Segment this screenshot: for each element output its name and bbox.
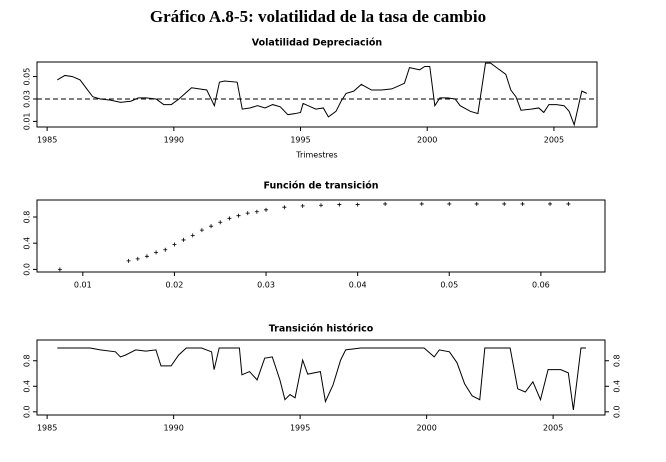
x-tick-label: 1995: [290, 424, 310, 433]
data-point: [282, 205, 287, 210]
panel-title: Volatilidad Depreciación: [252, 38, 383, 49]
y-tick-label-right: 0.4: [613, 380, 622, 393]
x-tick-label: 2005: [543, 424, 563, 433]
data-point: [172, 242, 177, 247]
panel-title: Función de transición: [263, 181, 378, 192]
y-tick-label: 0.05: [23, 68, 32, 86]
y-tick-label: 0.4: [23, 237, 32, 250]
x-tick-label: 2000: [417, 136, 437, 145]
data-point: [135, 256, 140, 261]
data-point: [520, 201, 525, 206]
data-point: [502, 201, 507, 206]
y-tick-label: 0.8: [23, 211, 32, 224]
data-point: [236, 213, 241, 218]
x-tick-label: 0.06: [532, 281, 550, 290]
data-point: [264, 207, 269, 212]
y-tick-label: 0.01: [23, 112, 32, 130]
plot-frame: [36, 199, 606, 273]
data-point: [419, 201, 424, 206]
data-point: [474, 201, 479, 206]
x-tick-label: 1990: [163, 424, 183, 433]
data-point: [447, 201, 452, 206]
plot-frame: [36, 339, 606, 416]
data-point: [163, 247, 168, 252]
x-tick-label: 1990: [164, 136, 184, 145]
y-tick-label: 0.4: [23, 380, 32, 393]
data-point: [199, 228, 204, 233]
data-point: [209, 224, 214, 229]
panel-title: Transición histórico: [269, 324, 374, 335]
x-tick-label: 0.04: [349, 281, 367, 290]
data-line: [57, 62, 588, 127]
x-tick-label: 0.01: [74, 281, 92, 290]
y-tick-label: 0.03: [23, 90, 32, 108]
y-tick-label: 0.8: [23, 354, 32, 367]
x-tick-label: 2005: [544, 136, 564, 145]
data-point: [566, 201, 571, 206]
data-point: [337, 202, 342, 207]
data-point: [227, 216, 232, 221]
data-point: [355, 202, 360, 207]
data-point: [190, 233, 195, 238]
y-tick-label: 0.0: [23, 263, 32, 276]
data-point: [383, 201, 388, 206]
x-tick-label: 0.03: [257, 281, 275, 290]
data-point: [181, 237, 186, 242]
main-title: Gráfico A.8-5: volatilidad de la tasa de…: [150, 7, 486, 26]
data-point: [154, 250, 159, 255]
data-point: [126, 258, 131, 263]
data-point: [218, 220, 223, 225]
x-tick-label: 2000: [416, 424, 436, 433]
data-point: [144, 254, 149, 259]
data-point: [548, 201, 553, 206]
data-point: [300, 203, 305, 208]
y-tick-label-right: 0.8: [613, 354, 622, 367]
y-tick-label-right: 0.0: [613, 405, 622, 418]
data-line: [57, 347, 587, 410]
x-tick-label: 1985: [37, 136, 57, 145]
x-tick-label: 0.02: [166, 281, 184, 290]
data-point: [254, 209, 259, 214]
data-point: [57, 267, 62, 272]
plot-frame: [36, 61, 598, 128]
data-point: [245, 211, 250, 216]
x-tick-label: 0.05: [440, 281, 458, 290]
x-axis-label: Trimestres: [295, 151, 337, 160]
x-tick-label: 1985: [37, 424, 57, 433]
data-point: [319, 203, 323, 208]
x-tick-label: 1995: [290, 136, 310, 145]
y-tick-label: 0.0: [23, 405, 32, 418]
